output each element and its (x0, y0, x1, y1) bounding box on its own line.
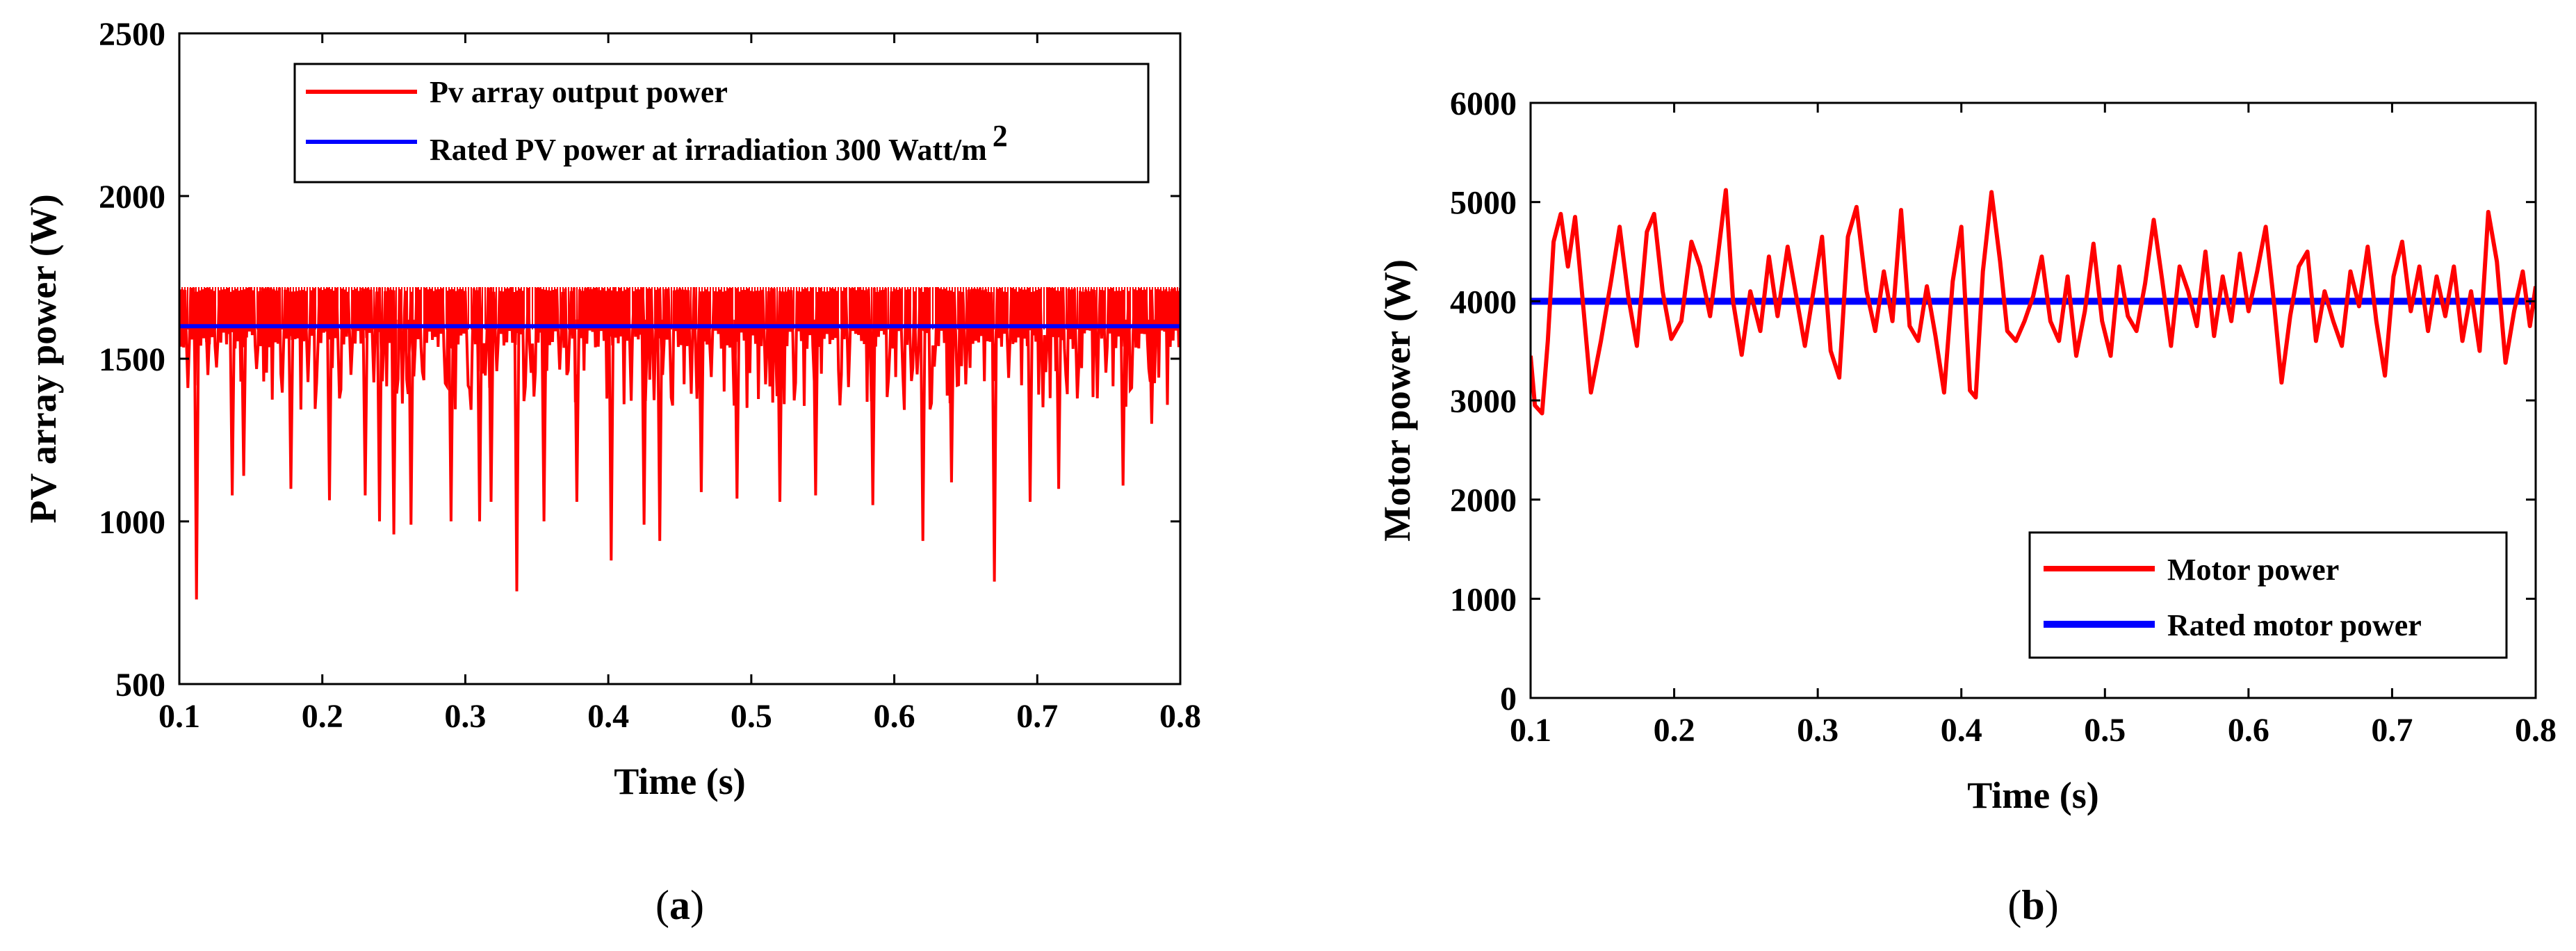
x-tick-label: 0.2 (1654, 712, 1695, 749)
legend-b: Motor power Rated motor power (2028, 531, 2508, 659)
y-tick-label: 1500 (99, 341, 165, 378)
y-tick-label: 2000 (1450, 482, 1517, 519)
y-tick-label: 6000 (1450, 86, 1517, 122)
y-tick-label: 0 (1500, 681, 1517, 717)
x-tick-label: 0.4 (587, 698, 629, 735)
caption-b: (b) (2007, 882, 2058, 928)
legend-label-motor-power: Motor power (2167, 553, 2339, 587)
y-tick-label: 500 (115, 667, 165, 704)
x-tick-label: 0.2 (302, 698, 343, 735)
legend-a: Pv array output power Rated PV power at … (293, 63, 1150, 184)
legend-box-a (293, 63, 1150, 184)
y-tick-label: 2000 (99, 179, 165, 216)
x-tick-label: 0.8 (2515, 712, 2557, 749)
legend-label-rated-pv-power-text: Rated PV power at irradiation 300 Watt/m (430, 133, 987, 167)
legend-superscript: 2 (993, 119, 1008, 153)
axis-ticks-b (1529, 101, 2537, 699)
legend-label-rated-motor-power: Rated motor power (2167, 608, 2422, 642)
caption-a: (a) (655, 882, 704, 928)
x-tick-label: 0.8 (1159, 698, 1201, 735)
x-tick-label: 0.4 (1941, 712, 1982, 749)
caption-a-letter: a (669, 882, 690, 928)
chart-panel-b: 0.1 0.2 0.3 0.4 0.5 0.6 0.7 0.8 0 1000 2… (1376, 86, 2557, 816)
chart-panel-a: 0.1 0.2 0.3 0.4 0.5 0.6 0.7 0.8 500 1000… (22, 16, 1201, 802)
x-tick-label: 0.1 (1510, 712, 1551, 749)
legend-label-pv-array-output-power: Pv array output power (430, 75, 728, 109)
x-tick-label: 0.1 (158, 698, 200, 735)
y-tick-label: 2500 (99, 16, 165, 53)
series-band-pv-array-output-power (179, 287, 1180, 330)
x-tick-label: 0.7 (1016, 698, 1058, 735)
x-axis-label-b: Time (s) (1967, 774, 2098, 816)
x-tick-label: 0.3 (444, 698, 486, 735)
x-axis-label-a: Time (s) (614, 761, 745, 802)
y-axis-label-b: Motor power (W) (1376, 259, 1418, 542)
y-tick-label: 1000 (99, 504, 165, 541)
y-tick-label: 5000 (1450, 185, 1517, 222)
caption-b-letter: b (2021, 882, 2044, 928)
y-tick-label: 4000 (1450, 284, 1517, 320)
legend-label-rated-pv-power: Rated PV power at irradiation 300 Watt/m… (430, 119, 1008, 167)
series-line-motor-power (1531, 188, 2536, 416)
x-tick-label: 0.3 (1797, 712, 1839, 749)
y-axis-label-a: PV array power (W) (22, 194, 64, 523)
x-tick-label: 0.5 (2084, 712, 2126, 749)
y-tick-label: 1000 (1450, 581, 1517, 618)
x-tick-label: 0.5 (731, 698, 772, 735)
x-tick-label: 0.7 (2371, 712, 2413, 749)
axis-ticks-a (178, 32, 1182, 685)
x-tick-label: 0.6 (874, 698, 915, 735)
legend-box-b (2028, 531, 2508, 659)
y-tick-label: 3000 (1450, 383, 1517, 420)
x-tick-label: 0.6 (2228, 712, 2269, 749)
